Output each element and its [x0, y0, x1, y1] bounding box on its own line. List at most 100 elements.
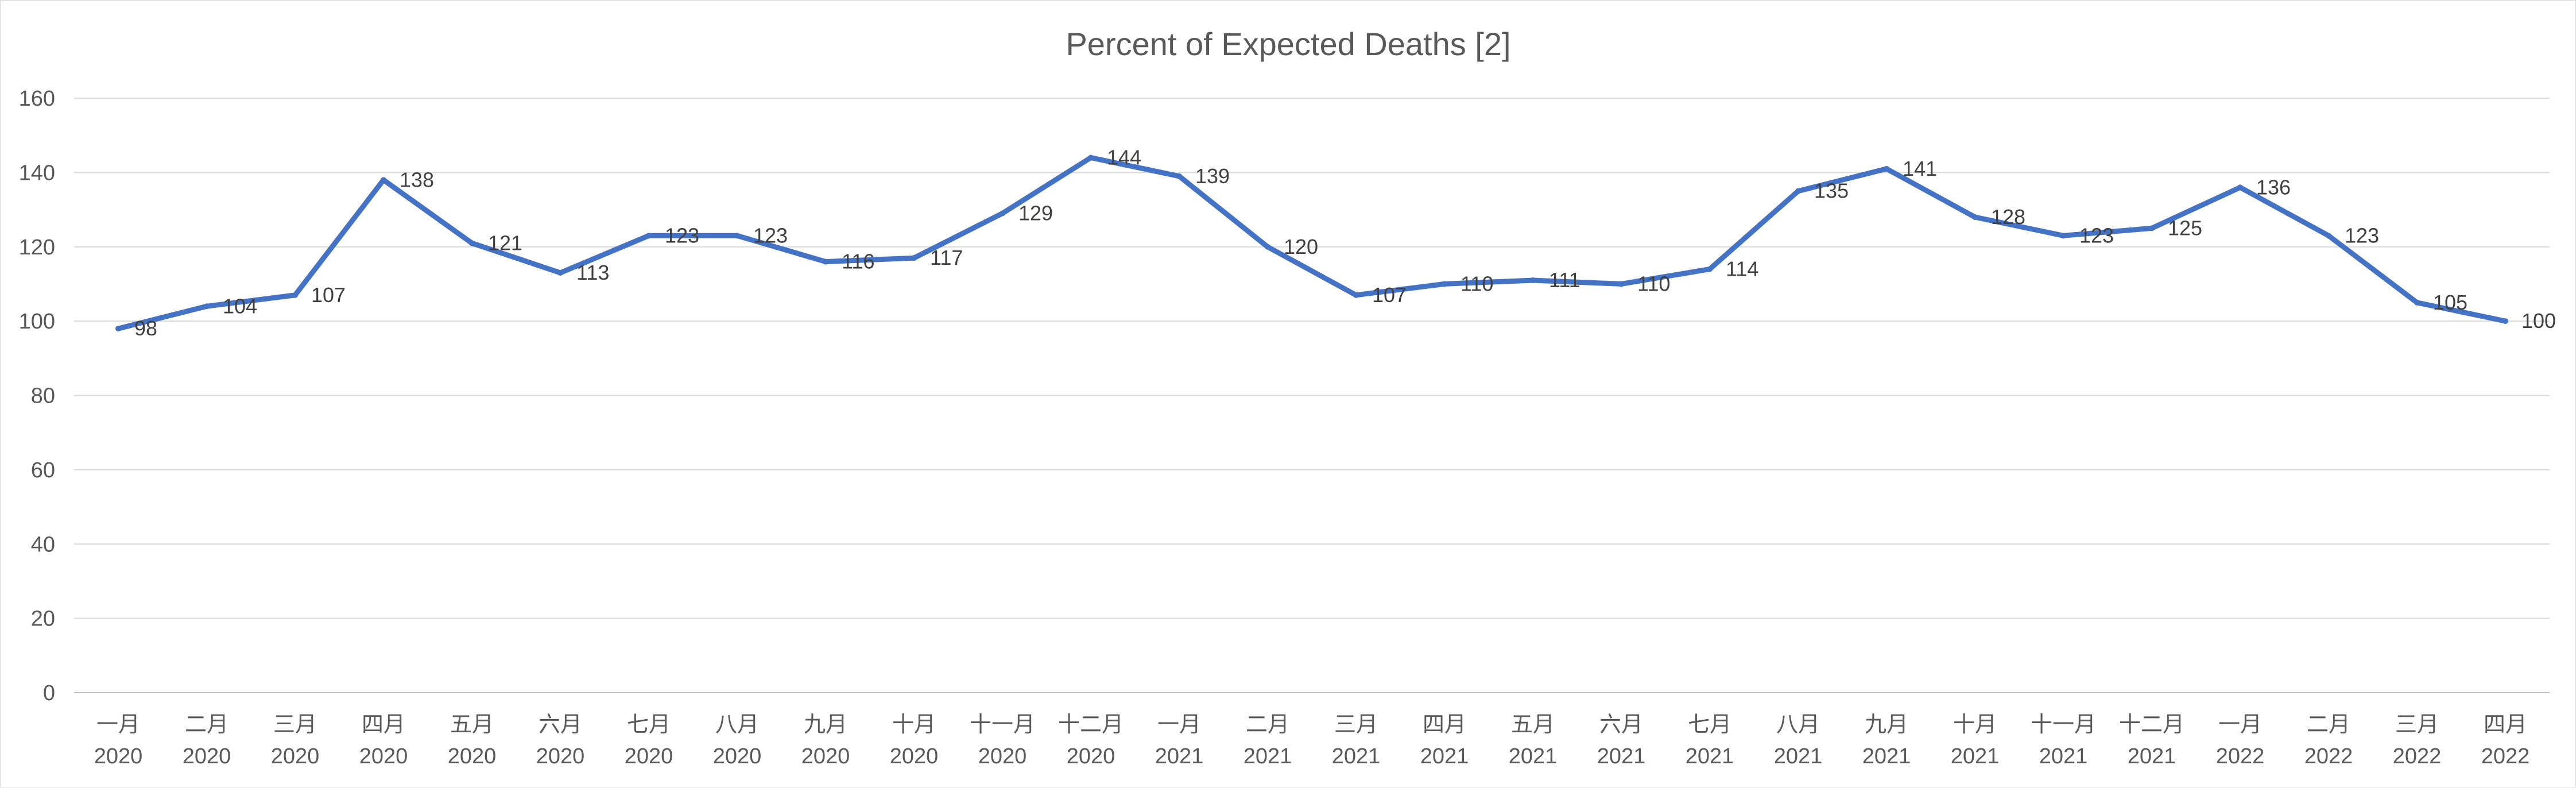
x-tick-year: 2021	[1862, 744, 1911, 768]
x-tick-month: 一月	[2218, 713, 2262, 737]
x-tick-label: 九月 2021	[1862, 713, 1911, 768]
x-tick-month: 六月	[539, 713, 582, 737]
x-tick-label: 十二月 2021	[2119, 713, 2184, 768]
x-tick-year: 2020	[978, 744, 1027, 768]
data-point	[1795, 188, 1801, 194]
y-tick-label: 40	[31, 532, 55, 557]
data-point	[2326, 233, 2331, 239]
data-point	[911, 255, 917, 261]
x-tick-month: 八月	[1776, 713, 1820, 737]
data-point	[1353, 292, 1359, 298]
x-tick-year: 2020	[625, 744, 673, 768]
data-point	[2149, 225, 2155, 231]
x-tick-label: 三月 2021	[1332, 713, 1381, 768]
data-point	[2237, 184, 2243, 191]
x-tick-label: 四月 2020	[359, 713, 408, 768]
x-tick-year: 2022	[2393, 744, 2442, 768]
data-point	[292, 292, 298, 298]
x-tick-label: 十月 2020	[890, 713, 939, 768]
data-point	[115, 326, 121, 332]
gridlines	[74, 98, 2550, 693]
series-layer	[115, 154, 2508, 332]
x-tick-month: 五月	[1511, 713, 1555, 737]
data-point	[1707, 266, 1713, 272]
x-tick-month: 四月	[362, 713, 405, 737]
y-tick-label: 60	[31, 458, 55, 482]
x-tick-year: 2020	[448, 744, 497, 768]
data-point	[2060, 233, 2066, 239]
data-point	[2414, 299, 2420, 306]
x-tick-month: 三月	[1334, 713, 1378, 737]
x-tick-label: 四月 2022	[2481, 713, 2530, 768]
x-tick-label: 五月 2021	[1509, 713, 1558, 768]
x-tick-month: 四月	[1423, 713, 1466, 737]
data-point	[1618, 281, 1624, 287]
x-tick-month: 三月	[273, 713, 317, 737]
x-tick-month: 一月	[96, 713, 140, 737]
x-tick-year: 2021	[1155, 744, 1204, 768]
data-point	[823, 258, 828, 265]
x-tick-label: 二月 2022	[2304, 713, 2353, 768]
data-label: 123	[2345, 223, 2379, 247]
data-point	[1972, 214, 1978, 220]
data-label: 111	[1549, 268, 1581, 292]
data-point	[2503, 318, 2508, 325]
x-tick-year: 2022	[2216, 744, 2265, 768]
data-label: 128	[1991, 205, 2025, 229]
x-tick-year: 2021	[1244, 744, 1292, 768]
data-label: 144	[1107, 146, 1141, 169]
x-tick-year: 2021	[1420, 744, 1469, 768]
x-tick-year: 2020	[1067, 744, 1115, 768]
data-point	[1442, 281, 1447, 287]
data-point	[381, 177, 386, 183]
x-tick-month: 二月	[185, 713, 228, 737]
x-tick-year: 2020	[801, 744, 850, 768]
data-label: 107	[311, 283, 346, 307]
data-label: 139	[1195, 164, 1230, 188]
x-tick-month: 十二月	[1058, 713, 1124, 737]
x-tick-month: 九月	[1865, 713, 1908, 737]
x-tick-month: 十月	[1953, 713, 1997, 737]
data-label: 100	[2521, 309, 2556, 333]
x-tick-month: 九月	[804, 713, 847, 737]
x-tick-year: 2021	[1509, 744, 1558, 768]
x-tick-label: 三月 2022	[2393, 713, 2442, 768]
data-label: 104	[223, 294, 257, 318]
chart-title: Percent of Expected Deaths [2]	[1066, 26, 1510, 62]
data-label: 107	[1372, 283, 1407, 307]
data-point	[646, 233, 652, 239]
data-label: 129	[1018, 202, 1053, 225]
data-label: 136	[2256, 175, 2291, 199]
x-tick-year: 2021	[1951, 744, 2000, 768]
data-label: 120	[1284, 235, 1318, 258]
x-tick-month: 一月	[1157, 713, 1201, 737]
x-tick-year: 2022	[2304, 744, 2353, 768]
x-tick-month: 七月	[627, 713, 671, 737]
y-tick-label: 100	[19, 310, 55, 334]
data-point	[1000, 210, 1005, 217]
x-tick-label: 十一月 2021	[2031, 713, 2096, 768]
x-tick-year: 2021	[2128, 744, 2176, 768]
x-tick-label: 五月 2020	[448, 713, 497, 768]
data-point	[557, 270, 563, 276]
y-tick-label: 80	[31, 384, 55, 408]
x-tick-label: 二月 2020	[183, 713, 231, 768]
x-tick-month: 七月	[1688, 713, 1731, 737]
x-tick-month: 十月	[892, 713, 936, 737]
x-tick-month: 十一月	[970, 713, 1035, 737]
x-tick-year: 2021	[2039, 744, 2088, 768]
x-tick-label: 八月 2020	[713, 713, 762, 768]
x-tick-label: 八月 2021	[1774, 713, 1823, 768]
x-tick-label: 二月 2021	[1244, 713, 1292, 768]
series-line	[115, 155, 2508, 331]
data-point	[1265, 244, 1270, 250]
x-tick-year: 2020	[183, 744, 231, 768]
x-tick-month: 五月	[450, 713, 494, 737]
x-tick-label: 一月 2020	[94, 713, 143, 768]
data-label: 110	[1461, 272, 1493, 295]
data-label: 138	[400, 168, 434, 191]
x-tick-month: 二月	[2307, 713, 2350, 737]
data-point	[1884, 165, 1889, 172]
data-point	[734, 233, 740, 239]
x-tick-label: 七月 2020	[625, 713, 673, 768]
